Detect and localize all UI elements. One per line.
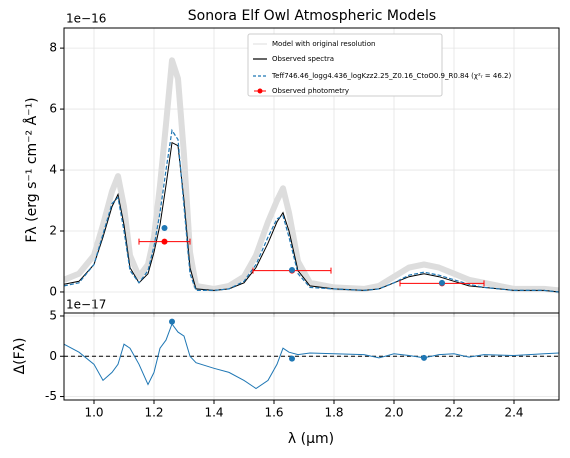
axes-frame (63, 312, 560, 401)
spectrum-line (64, 141, 559, 293)
chart-title: Sonora Elf Owl Atmospheric Models (188, 8, 436, 24)
x-tick-label: 2.0 (384, 406, 403, 420)
legend-box (247, 33, 443, 97)
y-tick-label: 0 (49, 284, 57, 298)
x-tick-label: 1.2 (144, 406, 163, 420)
photometry-point (169, 318, 175, 325)
x-tick-label: 1.0 (84, 406, 103, 420)
photometry-point (161, 224, 168, 231)
plot-area (64, 318, 559, 390)
y-tick-label: 6 (49, 102, 57, 116)
y-axis-label: Δ(Fλ) (12, 338, 28, 375)
x-tick-label: 1.8 (324, 406, 343, 420)
model-band (64, 57, 559, 294)
legend-label: Teff746.46_logg4.436_logKzz2.25_Z0.16_Ct… (271, 72, 511, 80)
x-axis-label: λ (μm) (288, 431, 334, 447)
photometry-point (439, 279, 445, 286)
photometry-point (289, 355, 295, 362)
photometry-point (289, 267, 295, 274)
photometry-point (161, 238, 168, 245)
offset-text: 1e−17 (66, 298, 106, 312)
legend: Model with original resolution Observed s… (247, 33, 511, 97)
legend-label: Observed photometry (272, 87, 349, 95)
y-tick-label: 2 (49, 224, 57, 238)
x-tick-label: 1.6 (264, 406, 283, 420)
x-tick-label: 2.4 (504, 406, 523, 420)
legend-label: Observed spectra (272, 55, 334, 63)
y-tick-label: 0 (49, 349, 57, 363)
legend-label: Model with original resolution (272, 40, 375, 48)
spectrum-line (64, 322, 559, 390)
photometry-point (421, 354, 427, 361)
y-tick-label: 5 (49, 308, 57, 322)
model-line (64, 128, 559, 293)
y-tick-label: -5 (45, 389, 57, 403)
y-tick-label: 4 (49, 163, 57, 177)
y-tick-label: 8 (49, 41, 57, 55)
x-tick-label: 2.2 (444, 406, 463, 420)
plot-area (64, 57, 559, 294)
y-axis-label: Fλ (erg s⁻¹ cm⁻² Å⁻¹) (23, 97, 40, 242)
legend-swatch (257, 88, 263, 94)
x-tick-label: 1.4 (204, 406, 223, 420)
offset-text: 1e−16 (66, 12, 106, 26)
